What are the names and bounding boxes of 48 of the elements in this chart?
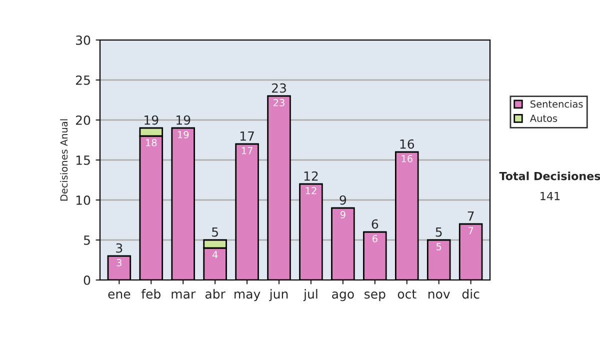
text: Total Decisiones — [499, 172, 600, 180]
total-label: 17 — [240, 131, 254, 141]
y-tick-label: 0 — [84, 275, 90, 285]
data-label: 6 — [372, 234, 378, 242]
x-tick-label: ago — [332, 292, 354, 302]
data-label: 9 — [340, 210, 346, 218]
y-tick-label: 15 — [76, 156, 90, 165]
x-tick-label: nov — [428, 292, 450, 299]
total-label: 5 — [212, 227, 218, 237]
data-label: 12 — [306, 186, 316, 194]
total-label: 12 — [304, 171, 318, 181]
total-label: 6 — [372, 219, 378, 229]
x-tick-label: jun — [269, 289, 288, 302]
x-tick-label: may — [234, 292, 260, 302]
x-tick-label: ene — [108, 292, 130, 299]
x-tick-label: dic — [462, 289, 480, 299]
total-label: 3 — [116, 243, 122, 253]
data-label: 18 — [146, 138, 157, 146]
data-label: 3 — [116, 258, 122, 266]
legend-label: Autos — [530, 114, 558, 122]
total-label: 16 — [400, 139, 414, 149]
total-label: 23 — [272, 83, 286, 93]
data-label: 23 — [274, 98, 284, 106]
y-tick-label: 10 — [76, 195, 90, 205]
data-label: 16 — [402, 154, 412, 162]
x-tick-label: jul — [303, 289, 318, 302]
data-label: 19 — [178, 130, 189, 138]
total-label: 19 — [176, 115, 190, 125]
x-tick-label: oct — [398, 290, 416, 299]
data-label: 17 — [242, 147, 252, 154]
y-axis-title: Decisiones Anual — [60, 119, 68, 201]
x-tick-label: feb — [141, 289, 160, 299]
y-tick-label: 30 — [76, 35, 90, 45]
y-tick-label: 25 — [76, 75, 90, 85]
text: 141 — [540, 192, 560, 200]
x-tick-label: sep — [364, 292, 386, 302]
x-tick-label: mar — [172, 292, 196, 299]
total-label: 9 — [340, 195, 346, 205]
total-label: 5 — [436, 227, 442, 237]
total-label: 19 — [144, 115, 158, 125]
data-label: 5 — [436, 243, 442, 250]
data-label: 4 — [212, 251, 218, 258]
y-tick-label: 5 — [84, 236, 90, 245]
x-tick-label: abr — [205, 289, 226, 299]
legend-label: Sentencias — [530, 100, 583, 108]
total-label: 7 — [468, 211, 474, 221]
y-tick-label: 20 — [76, 115, 90, 125]
data-label: 7 — [468, 227, 474, 234]
